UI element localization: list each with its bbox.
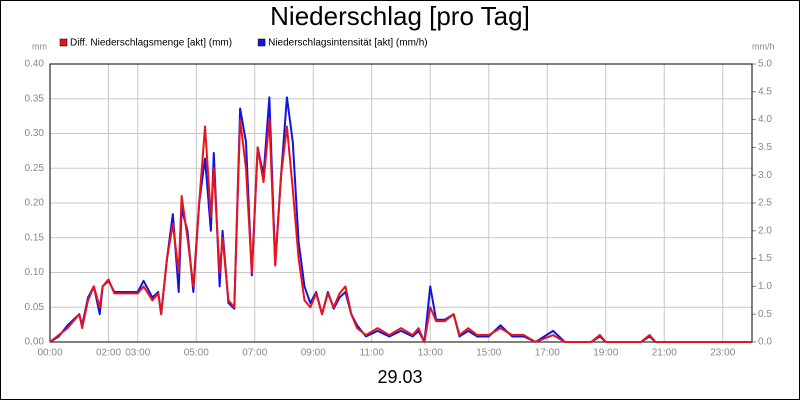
x-axis-label: 29.03 [377,367,422,387]
y2-tick-label: 2.5 [758,198,772,209]
y2-tick-label: 3.5 [758,142,772,153]
legend-label: Diff. Niederschlagsmenge [akt] (mm) [70,38,232,49]
legend-swatch [59,38,68,47]
y-tick-label: 0.00 [25,337,45,348]
x-tick-label: 21:00 [652,348,677,359]
y2-tick-label: 1.5 [758,253,772,264]
x-tick-label: 23:00 [710,348,735,359]
y-tick-label: 0.05 [25,302,45,313]
x-tick-label: 13:00 [418,348,443,359]
legend-label: Niederschlagsintensität [akt] (mm/h) [268,38,428,49]
y2-tick-label: 0.5 [758,309,772,320]
y2-tick-label: 0.0 [758,337,772,348]
y-tick-label: 0.30 [25,128,45,139]
x-tick-label: 15:00 [476,348,501,359]
y2-tick-label: 3.0 [758,170,772,181]
x-tick-label: 09:00 [301,348,326,359]
y-tick-label: 0.40 [25,59,45,70]
y2-axis-label: mm/h [752,41,775,51]
y-tick-label: 0.20 [25,198,45,209]
y-axis-label: mm [32,41,47,51]
plot-border [49,63,753,343]
x-tick-label: 17:00 [535,348,560,359]
y-tick-label: 0.25 [25,163,45,174]
y-tick-label: 0.35 [25,93,45,104]
x-tick-label: 07:00 [242,348,267,359]
y2-tick-label: 2.0 [758,225,772,236]
y2-tick-label: 4.5 [758,86,772,97]
x-tick-label: 19:00 [593,348,618,359]
y2-tick-label: 1.0 [758,281,772,292]
x-tick-label: 05:00 [184,348,209,359]
chart-title: Niederschlag [pro Tag] [270,1,530,31]
y2-tick-label: 5.0 [758,59,772,70]
series-line [49,96,752,343]
x-tick-label: 11:00 [360,348,385,359]
y2-tick-label: 4.0 [758,114,772,125]
series-line [49,118,752,343]
x-tick-label: 03:00 [125,348,150,359]
x-tick-label: 00:00 [37,348,62,359]
y-tick-label: 0.10 [25,267,45,278]
y-tick-label: 0.15 [25,232,45,243]
x-tick-label: 02:00 [96,348,121,359]
legend-swatch [257,38,266,47]
